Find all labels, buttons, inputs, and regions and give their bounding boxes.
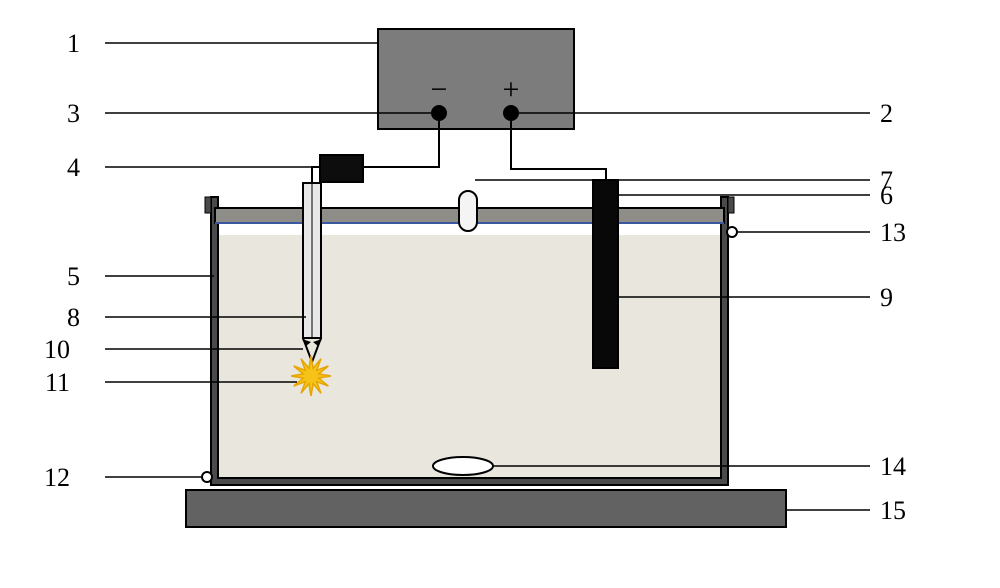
base-platform	[186, 490, 786, 527]
tank-lip-right	[728, 197, 734, 213]
fixture	[459, 191, 477, 231]
electrolyte	[218, 235, 721, 478]
terminal-positive	[503, 105, 519, 121]
label-1: 1	[67, 29, 80, 58]
label-12: 12	[44, 463, 70, 492]
label-5: 5	[67, 262, 80, 291]
sign-negative: −	[431, 73, 448, 106]
label-11: 11	[45, 368, 70, 397]
label-2: 2	[880, 99, 893, 128]
tank-lip-left	[205, 197, 211, 213]
label-10: 10	[44, 335, 70, 364]
label-15: 15	[880, 496, 906, 525]
label-3: 3	[67, 99, 80, 128]
outlet-port	[727, 227, 737, 237]
sign-positive: +	[503, 73, 520, 106]
power-supply	[378, 29, 574, 129]
label-4: 4	[67, 153, 80, 182]
terminal-negative	[431, 105, 447, 121]
label-9: 9	[880, 283, 893, 312]
label-14: 14	[880, 452, 906, 481]
label-6: 6	[880, 181, 893, 210]
stir-bar	[433, 457, 493, 475]
ammeter-box	[320, 155, 363, 182]
label-8: 8	[67, 303, 80, 332]
inlet-port	[202, 472, 212, 482]
label-13: 13	[880, 218, 906, 247]
anode-bar	[593, 180, 618, 368]
